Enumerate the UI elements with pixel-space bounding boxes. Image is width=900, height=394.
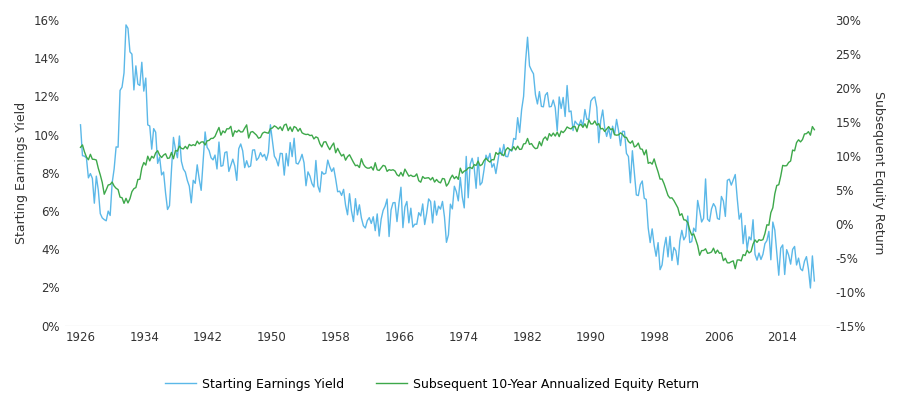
Starting Earnings Yield: [809, 279, 820, 283]
Starting Earnings Yield: [795, 266, 806, 271]
Line: Subsequent 10-Year Annualized Equity Return: Subsequent 10-Year Annualized Equity Ret…: [80, 120, 815, 269]
Subsequent 10-Year Annualized Equity Return: [75, 145, 86, 150]
Subsequent 10-Year Annualized Equity Return: [168, 156, 179, 161]
Subsequent 10-Year Annualized Equity Return: [583, 117, 594, 122]
Starting Earnings Yield: [198, 159, 209, 164]
Subsequent 10-Year Annualized Equity Return: [730, 266, 741, 271]
Subsequent 10-Year Annualized Equity Return: [322, 144, 333, 149]
Starting Earnings Yield: [324, 164, 335, 169]
Starting Earnings Yield: [805, 286, 815, 290]
Starting Earnings Yield: [615, 143, 626, 148]
Starting Earnings Yield: [451, 189, 462, 194]
Subsequent 10-Year Annualized Equity Return: [615, 130, 626, 135]
Subsequent 10-Year Annualized Equity Return: [809, 127, 820, 132]
Y-axis label: Starting Earnings Yield: Starting Earnings Yield: [15, 102, 28, 244]
Subsequent 10-Year Annualized Equity Return: [449, 176, 460, 181]
Legend: Starting Earnings Yield, Subsequent 10-Year Annualized Equity Return: Starting Earnings Yield, Subsequent 10-Y…: [160, 373, 704, 394]
Subsequent 10-Year Annualized Equity Return: [196, 139, 207, 144]
Y-axis label: Subsequent Equity Return: Subsequent Equity Return: [872, 91, 885, 255]
Starting Earnings Yield: [121, 22, 131, 27]
Subsequent 10-Year Annualized Equity Return: [797, 137, 808, 142]
Line: Starting Earnings Yield: Starting Earnings Yield: [80, 25, 815, 288]
Starting Earnings Yield: [170, 147, 181, 152]
Starting Earnings Yield: [75, 123, 86, 127]
